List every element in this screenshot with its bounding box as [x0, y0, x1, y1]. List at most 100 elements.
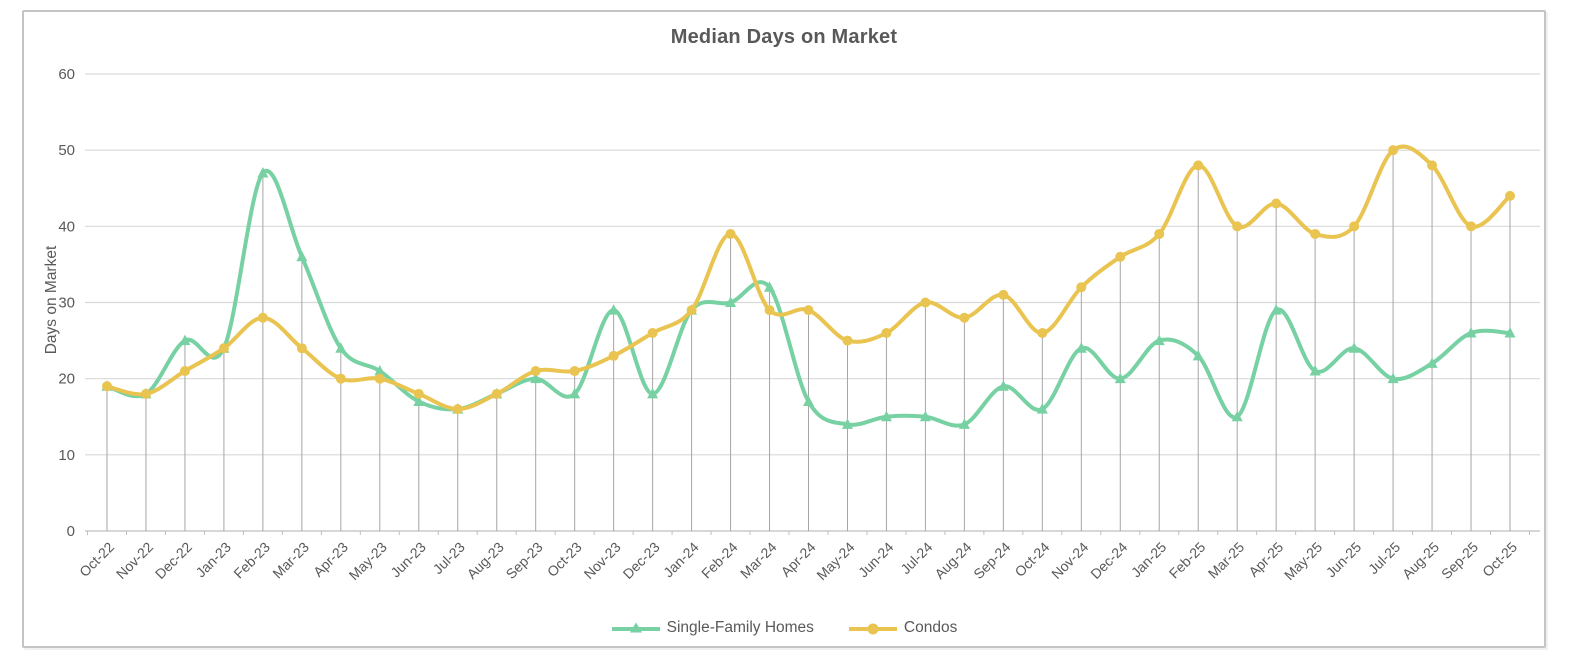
data-point-marker	[1075, 342, 1087, 353]
chart-title: Median Days on Market	[670, 26, 898, 48]
data-point-marker	[1231, 410, 1243, 422]
data-point-marker	[1153, 334, 1165, 346]
data-point-marker	[1115, 251, 1126, 262]
legend-label: Condos	[903, 619, 958, 636]
data-point-marker	[179, 366, 190, 377]
data-point-marker	[1270, 304, 1282, 315]
data-point-marker	[764, 305, 775, 316]
svg-text:Oct-23: Oct-23	[544, 539, 585, 580]
y-axis-labels: 0 10 20 30 40 50 60	[58, 66, 75, 540]
data-point-marker	[841, 418, 853, 429]
svg-text:0: 0	[67, 523, 75, 540]
svg-text:Sep-25: Sep-25	[1438, 539, 1481, 582]
data-point-marker	[530, 366, 541, 377]
data-point-marker	[998, 289, 1009, 300]
data-point-marker	[1387, 372, 1399, 384]
data-point-marker	[257, 312, 268, 323]
data-point-marker	[335, 342, 347, 353]
data-point-marker	[296, 343, 307, 354]
data-point-marker	[1036, 403, 1048, 414]
gridlines	[85, 73, 1540, 532]
x-axis-labels: Oct-22Nov-22Dec-22Jan-23Feb-23Mar-23Apr-…	[76, 539, 1520, 583]
svg-text:60: 60	[58, 66, 75, 83]
svg-text:Oct-25: Oct-25	[1479, 539, 1520, 580]
data-point-marker	[647, 327, 658, 338]
data-point-marker	[413, 388, 424, 399]
chart-panel: Median Days on Market 0 10 20 30 40 50 60 Days …	[22, 10, 1546, 648]
data-point-marker	[1037, 327, 1048, 338]
legend-item-condos[interactable]: Condos	[848, 619, 957, 637]
triangle-marker-icon	[611, 622, 660, 633]
svg-text:May-25: May-25	[1281, 539, 1325, 583]
svg-text:20: 20	[58, 371, 75, 388]
data-point-marker	[803, 395, 814, 407]
data-point-marker	[1271, 198, 1282, 209]
data-point-marker	[102, 381, 112, 392]
data-point-marker	[452, 404, 463, 415]
data-point-marker	[686, 305, 697, 316]
data-point-marker	[1504, 326, 1516, 338]
data-point-marker	[491, 388, 502, 399]
circle-marker-icon	[848, 623, 897, 635]
svg-text:Mar-23: Mar-23	[269, 539, 312, 582]
data-point-marker	[1309, 365, 1321, 376]
svg-text:Mar-25: Mar-25	[1205, 539, 1248, 582]
data-point-marker	[1076, 282, 1087, 293]
data-point-marker	[569, 366, 580, 377]
svg-text:40: 40	[58, 218, 75, 235]
svg-text:10: 10	[58, 447, 75, 464]
data-point-marker	[140, 388, 151, 399]
svg-text:Jul-23: Jul-23	[430, 539, 468, 577]
data-point-marker	[958, 418, 970, 429]
svg-text:Jan-25: Jan-25	[1128, 539, 1170, 581]
svg-text:Jun-24: Jun-24	[855, 539, 897, 581]
data-point-marker	[1193, 160, 1204, 171]
data-point-marker	[997, 380, 1009, 391]
svg-text:Feb-24: Feb-24	[698, 539, 741, 582]
data-point-marker	[803, 305, 814, 316]
data-point-marker	[959, 312, 970, 323]
svg-text:Jul-24: Jul-24	[897, 539, 935, 577]
data-point-marker	[608, 304, 620, 315]
svg-text:Feb-23: Feb-23	[230, 539, 273, 582]
data-point-marker	[1310, 228, 1321, 239]
svg-text:Apr-23: Apr-23	[310, 539, 351, 580]
data-point-marker	[335, 373, 346, 384]
svg-text:Nov-22: Nov-22	[113, 539, 156, 582]
svg-text:Apr-24: Apr-24	[778, 539, 819, 580]
data-point-marker	[530, 372, 542, 384]
data-point-marker	[881, 327, 892, 338]
svg-text:Oct-24: Oct-24	[1011, 539, 1052, 580]
svg-text:May-23: May-23	[346, 539, 390, 583]
svg-text:Oct-22: Oct-22	[76, 539, 117, 580]
svg-text:Jan-24: Jan-24	[660, 539, 702, 581]
svg-text:Dec-22: Dec-22	[152, 539, 195, 582]
data-point-marker	[725, 228, 736, 239]
legend-item-single-family-homes[interactable]: Single-Family Homes	[611, 619, 814, 637]
svg-text:Feb-25: Feb-25	[1166, 539, 1209, 582]
svg-text:30: 30	[58, 294, 75, 311]
drop-lines	[106, 150, 1511, 531]
data-point-marker	[725, 296, 737, 307]
data-point-marker	[1114, 372, 1126, 384]
svg-text:Mar-24: Mar-24	[737, 539, 780, 582]
data-point-marker	[1465, 326, 1477, 338]
svg-text:Jun-25: Jun-25	[1323, 539, 1365, 581]
data-point-marker	[1154, 228, 1165, 239]
x-axis-ticks	[87, 531, 1530, 535]
svg-text:Aug-23: Aug-23	[464, 539, 507, 582]
data-point-marker	[569, 387, 581, 399]
data-point-marker	[1388, 145, 1399, 156]
data-point-marker	[1349, 221, 1360, 232]
data-point-marker	[919, 410, 931, 422]
data-point-marker	[296, 250, 308, 262]
data-point-marker	[1426, 357, 1438, 368]
svg-text:May-24: May-24	[813, 539, 857, 583]
svg-text:Apr-25: Apr-25	[1245, 539, 1286, 580]
data-point-marker	[764, 281, 776, 292]
svg-text:Dec-24: Dec-24	[1087, 539, 1130, 582]
svg-text:Aug-25: Aug-25	[1399, 539, 1442, 582]
data-point-marker	[1192, 349, 1204, 361]
svg-text:50: 50	[58, 142, 75, 159]
